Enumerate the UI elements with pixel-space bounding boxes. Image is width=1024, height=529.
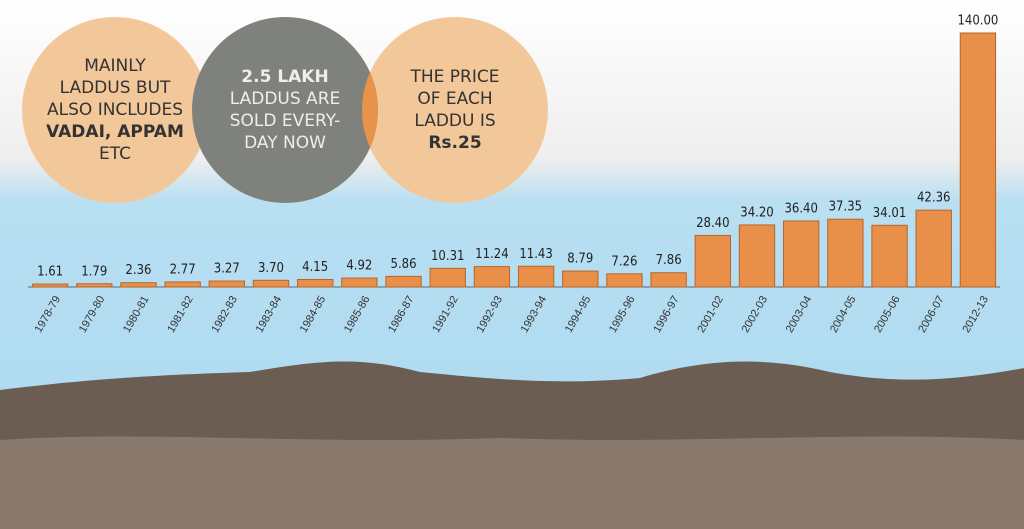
- value-label: 4.15: [302, 260, 328, 275]
- value-label: 42.36: [917, 191, 950, 206]
- bar: [165, 282, 200, 287]
- value-label: 2.77: [170, 262, 196, 277]
- value-label: 11.24: [475, 247, 508, 262]
- value-label: 10.31: [431, 249, 464, 264]
- value-label: 34.20: [740, 205, 773, 220]
- bar: [209, 281, 244, 287]
- infographic: MAINLYLADDUS BUTALSO INCLUDESVADAI, APPA…: [0, 0, 1024, 529]
- bar: [518, 266, 553, 287]
- annotation-line: DAY NOW: [244, 133, 326, 153]
- bar: [872, 225, 907, 287]
- annotation-line: LADDU IS: [414, 111, 495, 131]
- value-label: 34.01: [873, 206, 906, 221]
- bar: [474, 267, 509, 287]
- value-label: 1.79: [81, 264, 107, 279]
- value-label: 1.61: [37, 265, 63, 280]
- value-label: 28.40: [696, 216, 729, 231]
- bar: [563, 271, 598, 287]
- value-label: 2.36: [125, 263, 151, 278]
- annotation-line: ALSO INCLUDES: [47, 100, 183, 120]
- bar: [253, 280, 288, 287]
- bar: [607, 274, 642, 287]
- annotation-line: ETC: [99, 144, 131, 164]
- bar: [32, 284, 67, 287]
- bar: [916, 210, 951, 287]
- bar: [298, 279, 333, 287]
- annotation-line: THE PRICE: [409, 67, 499, 87]
- bar: [784, 221, 819, 287]
- bar: [386, 276, 421, 287]
- value-label: 11.43: [519, 247, 552, 262]
- value-label: 4.92: [346, 259, 372, 274]
- bar: [695, 235, 730, 287]
- value-label: 140.00: [957, 14, 998, 29]
- value-label: 7.86: [656, 253, 682, 268]
- town: [0, 436, 1024, 529]
- value-label: 36.40: [784, 201, 817, 216]
- bar: [430, 268, 465, 287]
- value-label: 7.26: [611, 254, 637, 269]
- value-label: 37.35: [829, 200, 862, 215]
- annotation-line: MAINLY: [84, 56, 146, 76]
- bar: [651, 273, 686, 287]
- annotation-line: VADAI, APPAM: [46, 122, 184, 142]
- annotation-line: LADDUS ARE: [230, 89, 341, 109]
- annotation-line: SOLD EVERY-: [230, 111, 340, 131]
- annotation-line: LADDUS BUT: [60, 78, 171, 98]
- value-label: 3.27: [214, 262, 240, 277]
- bar: [342, 278, 377, 287]
- bar: [739, 225, 774, 287]
- value-label: 8.79: [567, 252, 593, 267]
- bar: [77, 284, 112, 287]
- annotation-line: 2.5 LAKH: [241, 67, 328, 87]
- bar: [960, 33, 995, 287]
- annotation-line: Rs.25: [428, 133, 481, 153]
- value-label: 3.70: [258, 261, 284, 276]
- bar: [121, 283, 156, 287]
- bar: [828, 219, 863, 287]
- value-label: 5.86: [391, 257, 417, 272]
- circle: [192, 17, 378, 203]
- annotation-line: OF EACH: [417, 89, 492, 109]
- circle: [362, 17, 548, 203]
